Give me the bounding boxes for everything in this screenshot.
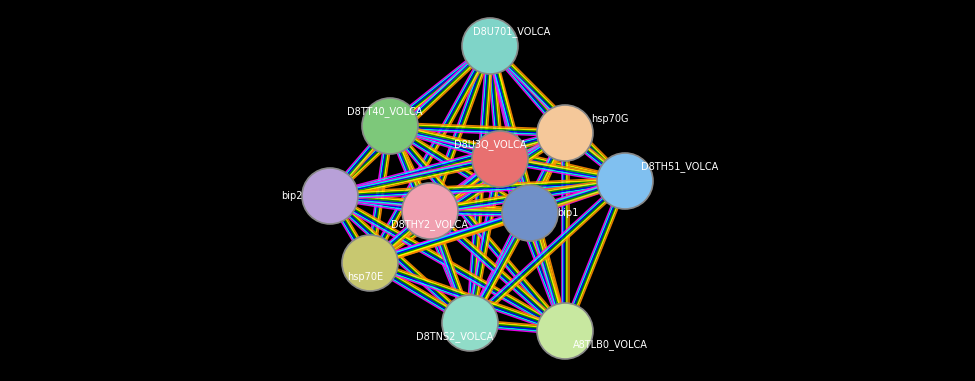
Text: hsp70G: hsp70G xyxy=(591,114,629,124)
Text: bip2: bip2 xyxy=(281,191,303,201)
Text: D8TT40_VOLCA: D8TT40_VOLCA xyxy=(347,107,423,117)
Circle shape xyxy=(302,168,358,224)
Circle shape xyxy=(342,235,398,291)
Text: A8TLB0_VOLCA: A8TLB0_VOLCA xyxy=(572,339,647,351)
Text: D8U701_VOLCA: D8U701_VOLCA xyxy=(474,27,551,37)
Circle shape xyxy=(537,105,593,161)
Text: D8U3Q_VOLCA: D8U3Q_VOLCA xyxy=(453,139,526,150)
Text: hsp70E: hsp70E xyxy=(347,272,383,282)
Text: D8TNS2_VOLCA: D8TNS2_VOLCA xyxy=(416,331,493,343)
Text: D8THY2_VOLCA: D8THY2_VOLCA xyxy=(392,219,469,231)
Circle shape xyxy=(442,295,498,351)
Circle shape xyxy=(462,18,518,74)
Circle shape xyxy=(402,183,458,239)
Circle shape xyxy=(597,153,653,209)
Text: bip1: bip1 xyxy=(558,208,579,218)
Circle shape xyxy=(362,98,418,154)
Circle shape xyxy=(472,131,528,187)
Circle shape xyxy=(537,303,593,359)
Circle shape xyxy=(502,185,558,241)
Text: D8TH51_VOLCA: D8TH51_VOLCA xyxy=(642,162,719,173)
